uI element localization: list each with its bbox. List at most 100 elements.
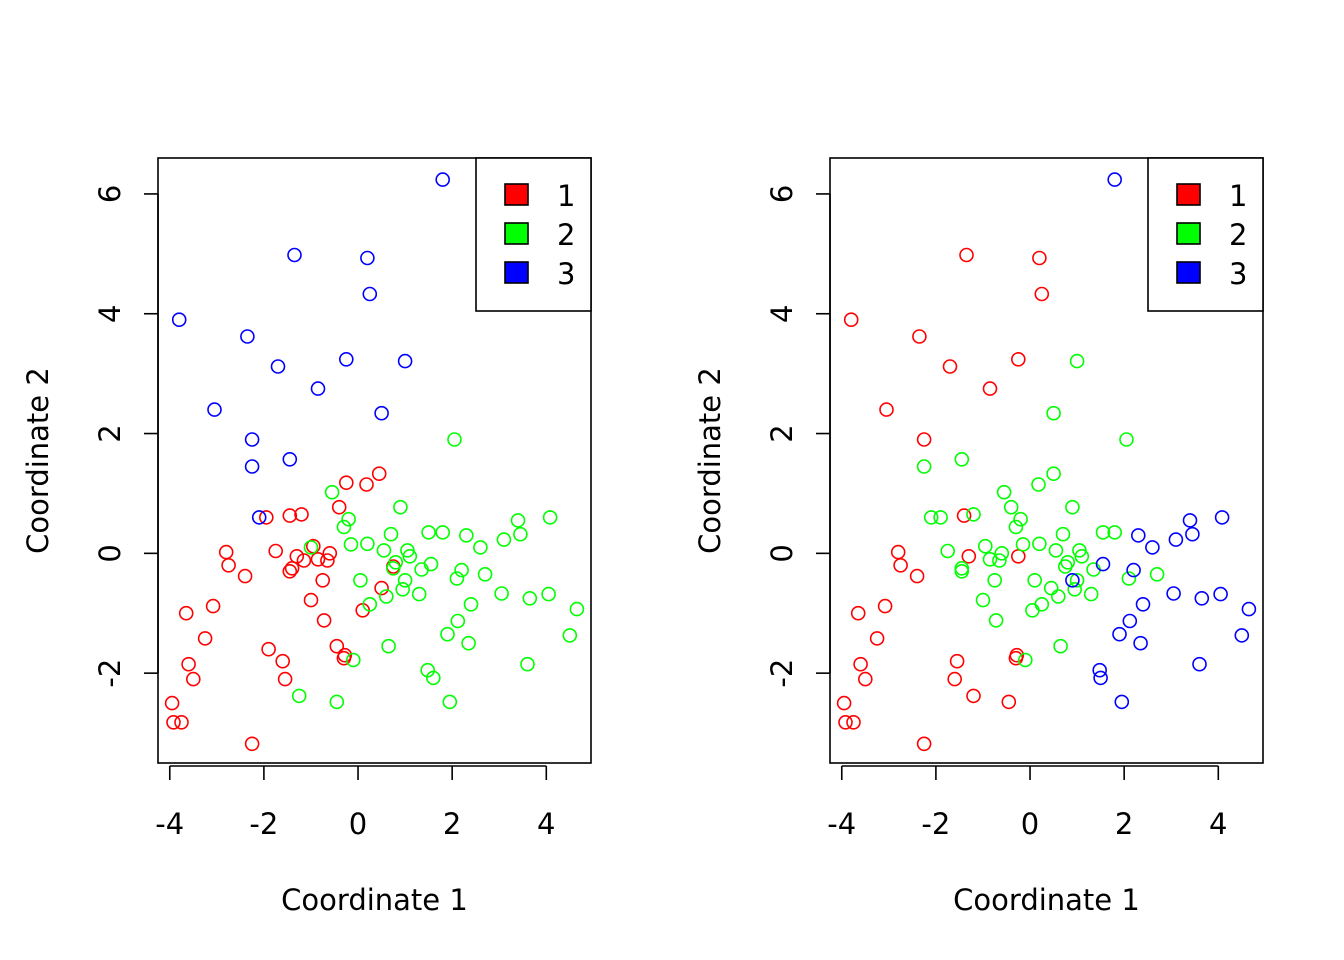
point-cluster-1 bbox=[166, 714, 181, 730]
point-cluster-2 bbox=[450, 613, 466, 629]
legend-swatch-1 bbox=[1176, 183, 1201, 206]
point-cluster-3 bbox=[171, 312, 187, 328]
point-cluster-2 bbox=[994, 545, 1010, 561]
point-cluster-2 bbox=[954, 451, 970, 467]
point-cluster-3 bbox=[374, 405, 389, 421]
point-cluster-1 bbox=[838, 714, 853, 730]
point-cluster-2 bbox=[458, 528, 474, 543]
point-cluster-2 bbox=[1069, 353, 1085, 369]
point-cluster-1 bbox=[961, 548, 977, 564]
point-cluster-2 bbox=[440, 626, 455, 642]
point-cluster-2 bbox=[1015, 537, 1031, 552]
y-axis-label: Coordinate 2 bbox=[21, 367, 55, 554]
point-cluster-2 bbox=[461, 635, 476, 651]
point-cluster-2 bbox=[1046, 405, 1061, 421]
point-cluster-1 bbox=[956, 508, 972, 523]
point-cluster-2 bbox=[1032, 536, 1047, 552]
point-cluster-2 bbox=[336, 519, 352, 535]
point-cluster-2 bbox=[1069, 572, 1085, 588]
y-tick-label: 2 bbox=[93, 424, 127, 442]
point-cluster-3 bbox=[1185, 526, 1200, 542]
legend-label-1: 1 bbox=[1229, 179, 1247, 213]
point-cluster-2 bbox=[303, 540, 319, 555]
point-cluster-1 bbox=[1010, 351, 1026, 367]
point-cluster-1 bbox=[258, 510, 274, 525]
point-cluster-1 bbox=[1009, 647, 1025, 663]
point-cluster-2 bbox=[1048, 543, 1064, 558]
point-cluster-3 bbox=[1126, 562, 1141, 578]
point-cluster-1 bbox=[322, 545, 338, 561]
point-cluster-1 bbox=[284, 560, 300, 576]
y-tick-label: 6 bbox=[93, 185, 127, 203]
point-cluster-2 bbox=[562, 628, 578, 643]
point-cluster-1 bbox=[1032, 250, 1047, 266]
point-cluster-2 bbox=[421, 525, 436, 540]
point-cluster-1 bbox=[916, 736, 932, 752]
point-cluster-2 bbox=[1095, 525, 1111, 540]
x-tick-label: 0 bbox=[1021, 807, 1039, 841]
point-cluster-2 bbox=[1053, 638, 1068, 654]
point-cluster-2 bbox=[449, 571, 465, 586]
legend-label-3: 3 bbox=[1229, 257, 1247, 291]
point-cluster-3 bbox=[287, 247, 302, 263]
point-cluster-1 bbox=[282, 508, 298, 523]
point-cluster-1 bbox=[1034, 286, 1050, 302]
x-tick-label: -4 bbox=[155, 807, 184, 841]
points-layer bbox=[836, 172, 1257, 752]
legend-swatch-1 bbox=[504, 183, 529, 206]
point-cluster-1 bbox=[186, 671, 201, 687]
point-cluster-2 bbox=[1027, 572, 1042, 588]
point-cluster-1 bbox=[374, 580, 389, 596]
point-cluster-2 bbox=[522, 590, 538, 606]
point-cluster-3 bbox=[310, 381, 326, 396]
point-cluster-1 bbox=[303, 592, 319, 608]
point-cluster-3 bbox=[397, 353, 413, 369]
point-cluster-1 bbox=[320, 553, 335, 568]
point-cluster-1 bbox=[850, 605, 866, 621]
point-cluster-1 bbox=[857, 671, 873, 687]
point-cluster-3 bbox=[282, 451, 298, 467]
point-cluster-2 bbox=[463, 596, 479, 612]
point-cluster-2 bbox=[1107, 525, 1122, 540]
point-cluster-2 bbox=[395, 581, 411, 597]
point-cluster-1 bbox=[331, 499, 347, 515]
point-cluster-2 bbox=[987, 572, 1003, 588]
point-cluster-1 bbox=[843, 312, 859, 328]
point-cluster-1 bbox=[205, 598, 221, 614]
point-cluster-2 bbox=[1013, 511, 1028, 527]
point-cluster-3 bbox=[1092, 662, 1107, 678]
point-cluster-2 bbox=[933, 510, 948, 525]
legend-swatch-2 bbox=[504, 222, 529, 245]
points-layer bbox=[164, 172, 585, 752]
point-cluster-2 bbox=[513, 526, 528, 542]
point-cluster-1 bbox=[197, 631, 213, 646]
point-cluster-2 bbox=[1060, 554, 1075, 570]
point-cluster-3 bbox=[1168, 532, 1184, 547]
point-cluster-3 bbox=[1065, 572, 1080, 588]
point-cluster-2 bbox=[454, 562, 469, 578]
y-tick-label: -2 bbox=[765, 659, 799, 688]
point-cluster-2 bbox=[1067, 581, 1082, 597]
point-cluster-2 bbox=[442, 694, 458, 710]
point-cluster-1 bbox=[277, 671, 293, 687]
point-cluster-2 bbox=[1043, 580, 1059, 596]
point-cluster-2 bbox=[435, 525, 451, 540]
legend-swatch-3 bbox=[504, 261, 529, 284]
point-cluster-3 bbox=[360, 250, 375, 266]
point-cluster-1 bbox=[244, 736, 260, 752]
point-cluster-1 bbox=[947, 671, 963, 687]
point-cluster-1 bbox=[359, 477, 374, 492]
point-cluster-3 bbox=[1114, 694, 1130, 710]
y-axis-label: Coordinate 2 bbox=[693, 367, 727, 554]
point-cluster-3 bbox=[435, 172, 451, 187]
point-cluster-2 bbox=[353, 572, 368, 588]
point-cluster-1 bbox=[909, 568, 925, 584]
point-cluster-2 bbox=[992, 553, 1007, 568]
point-cluster-1 bbox=[178, 605, 194, 621]
point-cluster-2 bbox=[411, 586, 427, 602]
point-cluster-1 bbox=[294, 507, 309, 522]
point-cluster-1 bbox=[275, 653, 291, 669]
point-cluster-1 bbox=[315, 572, 331, 588]
point-cluster-1 bbox=[237, 568, 253, 584]
point-cluster-1 bbox=[1010, 548, 1026, 564]
